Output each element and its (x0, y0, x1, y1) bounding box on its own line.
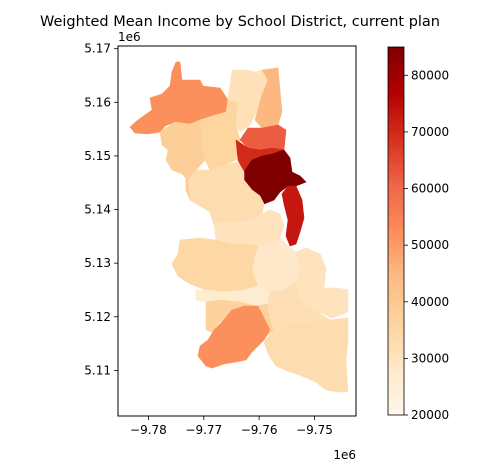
x-tick-label: −9.75 (296, 423, 333, 437)
x-axis: −9.78 −9.77 −9.76 −9.75 (130, 416, 333, 437)
district-southwest (171, 237, 259, 293)
colorbar-tick-label: 30000 (411, 351, 449, 365)
colorbar (387, 46, 405, 416)
district-far-northwest (129, 61, 229, 135)
colorbar-tick-label: 60000 (411, 182, 449, 196)
y-tick-label: 5.17 (84, 42, 111, 56)
x-tick-label: −9.76 (241, 423, 278, 437)
y-tick-label: 5.12 (84, 310, 111, 324)
district-north-west-central (199, 95, 241, 171)
district-southeast (267, 281, 331, 331)
colorbar-tick-label: 40000 (411, 295, 449, 309)
y-offset-label: 1e6 (118, 30, 141, 44)
colorbar-tick-label: 50000 (411, 238, 449, 252)
district-loop-south (281, 185, 305, 247)
y-tick-label: 5.13 (84, 256, 111, 270)
chart-title: Weighted Mean Income by School District,… (40, 14, 440, 30)
y-tick-label: 5.15 (84, 149, 111, 163)
map-plot-area (129, 61, 349, 393)
y-axis: 5.11 5.12 5.13 5.14 5.15 5.16 5.17 (84, 42, 118, 377)
y-tick-label: 5.14 (84, 203, 111, 217)
colorbar-axis: 20000 30000 40000 50000 60000 70000 80000 (404, 68, 449, 422)
district-mount-greenwood (197, 305, 271, 369)
colorbar-tick-label: 20000 (411, 408, 449, 422)
district-west-side (187, 161, 265, 226)
x-offset-label: 1e6 (333, 448, 356, 462)
x-tick-label: −9.77 (185, 423, 222, 437)
x-tick-label: −9.78 (130, 423, 167, 437)
y-tick-label: 5.16 (84, 95, 111, 109)
map-axes-frame (117, 45, 357, 417)
colorbar-tick-label: 70000 (411, 125, 449, 139)
colorbar-tick-label: 80000 (411, 68, 449, 82)
district-upper-lakefront (239, 124, 287, 151)
y-tick-label: 5.11 (84, 363, 111, 377)
